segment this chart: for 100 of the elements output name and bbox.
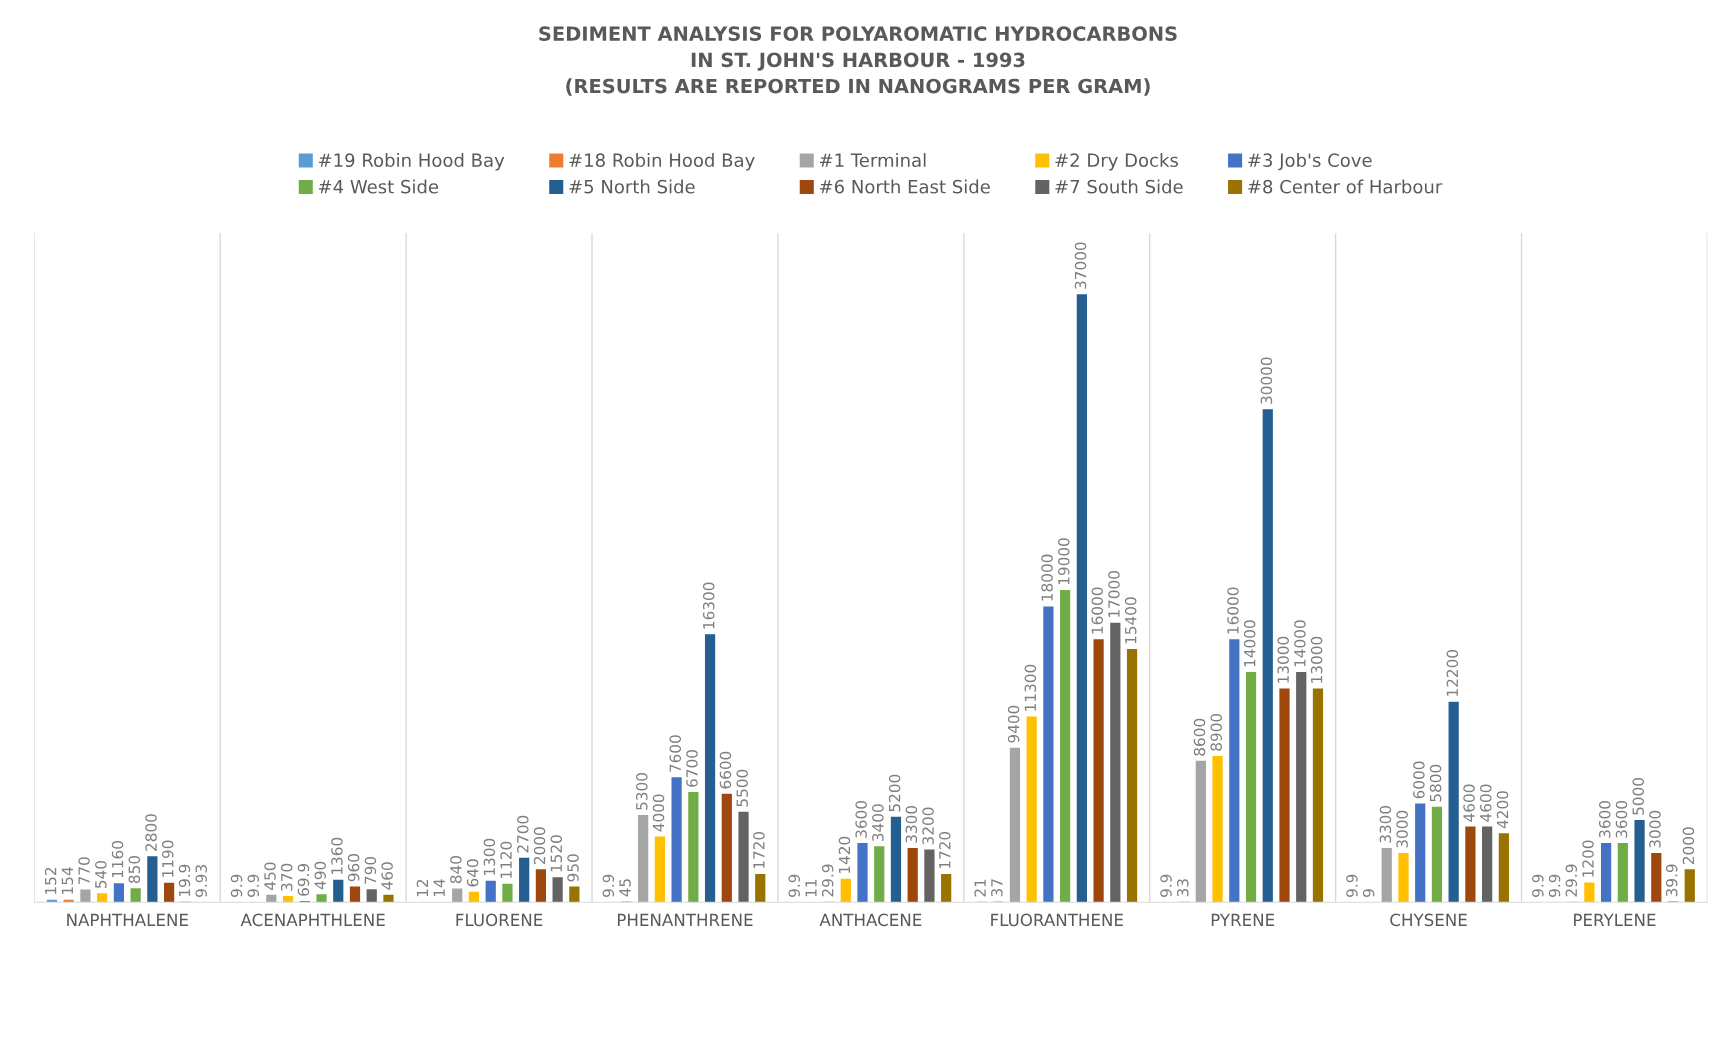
legend-label: #3 Job's Cove	[1248, 153, 1372, 171]
legend-label: #8 Center of Harbour	[1248, 179, 1443, 194]
data-label: 1160	[111, 841, 124, 878]
x-tick-label: PHENANTHRENE	[617, 913, 753, 926]
data-label: 13000	[1310, 636, 1323, 683]
data-label: 3000	[1396, 810, 1408, 848]
data-label: 9.9	[788, 874, 801, 897]
data-label: 1420	[838, 836, 851, 874]
data-label: 16000	[1091, 587, 1104, 634]
data-label: 21	[974, 879, 986, 897]
data-label: 2000	[533, 827, 546, 865]
data-label: 3600	[1598, 800, 1611, 838]
data-label: 8900	[1210, 713, 1223, 751]
data-label: 9.9	[1346, 874, 1358, 897]
data-label: 14	[433, 879, 445, 897]
data-label: 4600	[1480, 784, 1492, 822]
data-label: 540	[95, 861, 107, 888]
data-label: 11	[805, 879, 817, 897]
data-label: 14000	[1294, 620, 1306, 667]
data-label: 33	[1176, 879, 1189, 897]
data-label: 1360	[331, 837, 343, 874]
data-label: 8600	[1193, 718, 1206, 756]
data-label: 9.9	[1548, 874, 1561, 897]
data-label: 1120	[500, 841, 512, 878]
data-label: 3600	[1615, 800, 1628, 838]
x-tick-label: ACENAPHTHLENE	[240, 913, 385, 927]
data-label: 1190	[161, 840, 174, 877]
data-label: 14000	[1243, 620, 1256, 667]
data-label: 30000	[1260, 357, 1273, 404]
x-tick-label: PERYLENE	[1574, 913, 1656, 926]
data-label: 840	[450, 856, 462, 884]
data-label: 37000	[1074, 242, 1087, 289]
x-tick-label: CHYSENE	[1390, 913, 1467, 927]
data-label: 29.9	[1565, 864, 1578, 897]
data-label: 3200	[922, 807, 934, 845]
data-label: 1720	[753, 831, 765, 869]
data-label: 6000	[1413, 761, 1425, 799]
data-label: 5500	[736, 769, 748, 807]
legend-label: #18 Robin Hood Bay	[569, 153, 755, 171]
data-label: 640	[466, 859, 479, 887]
data-label: 3300	[905, 805, 918, 843]
data-label: 2800	[145, 814, 157, 851]
data-label: 69.9	[297, 863, 310, 896]
data-label: 490	[314, 861, 326, 890]
data-label: 11300	[1024, 664, 1037, 711]
data-label: 152	[44, 867, 57, 894]
data-label: 9.9	[602, 874, 615, 897]
data-label: 1300	[483, 838, 496, 875]
data-label: 154	[61, 867, 74, 894]
data-label: 12	[416, 879, 428, 897]
legend-label: #19 Robin Hood Bay	[318, 153, 505, 171]
data-label: 39.9	[1665, 864, 1678, 897]
data-label: 5000	[1632, 777, 1644, 815]
x-tick-label: FLUORENE	[456, 913, 543, 927]
data-label: 6700	[686, 750, 698, 787]
data-label: 950	[567, 854, 579, 882]
data-label: 18000	[1041, 554, 1053, 601]
data-label: 5800	[1429, 764, 1442, 802]
data-label: 3400	[872, 804, 884, 841]
data-label: 960	[347, 854, 360, 882]
data-label: 770	[78, 857, 90, 885]
data-label: 9.9	[1532, 874, 1544, 897]
data-label: 1200	[1582, 840, 1594, 877]
data-label: 19.9	[178, 864, 191, 897]
data-label: 9	[1362, 889, 1375, 897]
data-label: 3600	[855, 800, 867, 838]
data-label: 3000	[1649, 810, 1661, 848]
chart-title: SEDIMENT ANALYSIS FOR POLYAROMATIC HYDROCARBONS IN ST. JOHN'S HARBOUR - 1993 (RESULTS ARE REPORTED IN NANOGRAMS PER GRAM)	[539, 26, 1177, 96]
data-label: 12200	[1446, 649, 1459, 696]
data-label: 5200	[888, 774, 901, 812]
legend-label: #1 Terminal	[819, 153, 926, 168]
data-label: 37	[991, 879, 1003, 897]
data-label: 790	[364, 856, 377, 884]
x-tick-label: NAPHTHALENE	[67, 913, 188, 926]
x-tick-label: PYRENE	[1211, 913, 1275, 926]
legend-label: #4 West Side	[318, 179, 439, 194]
data-label: 17000	[1108, 571, 1120, 617]
data-label: 9.9	[1160, 874, 1172, 897]
data-label: 850	[128, 855, 141, 884]
legend-label: #6 North East Side	[819, 179, 990, 194]
legend-label: #7 South Side	[1055, 179, 1183, 194]
data-label: 4200	[1496, 791, 1509, 829]
data-label: 6600	[719, 751, 732, 789]
data-label: 7600	[669, 735, 682, 772]
data-label: 450	[264, 862, 276, 890]
data-label: 15400	[1124, 597, 1137, 644]
data-label: 16300	[702, 582, 715, 629]
data-label: 9.9	[230, 874, 243, 897]
data-label: 13000	[1277, 636, 1289, 683]
data-label: 460	[381, 862, 393, 890]
data-label: 1520	[550, 835, 563, 872]
data-label: 29.9	[821, 864, 834, 897]
data-label: 16000	[1227, 587, 1239, 634]
data-label: 3300	[1379, 805, 1392, 843]
data-label: 1720	[939, 831, 951, 869]
legend-label: #5 North Side	[569, 179, 695, 194]
data-label: 9.9	[247, 874, 260, 897]
data-label: 2700	[517, 815, 529, 853]
data-label: 4600	[1463, 784, 1475, 822]
data-label: 2000	[1682, 827, 1695, 865]
